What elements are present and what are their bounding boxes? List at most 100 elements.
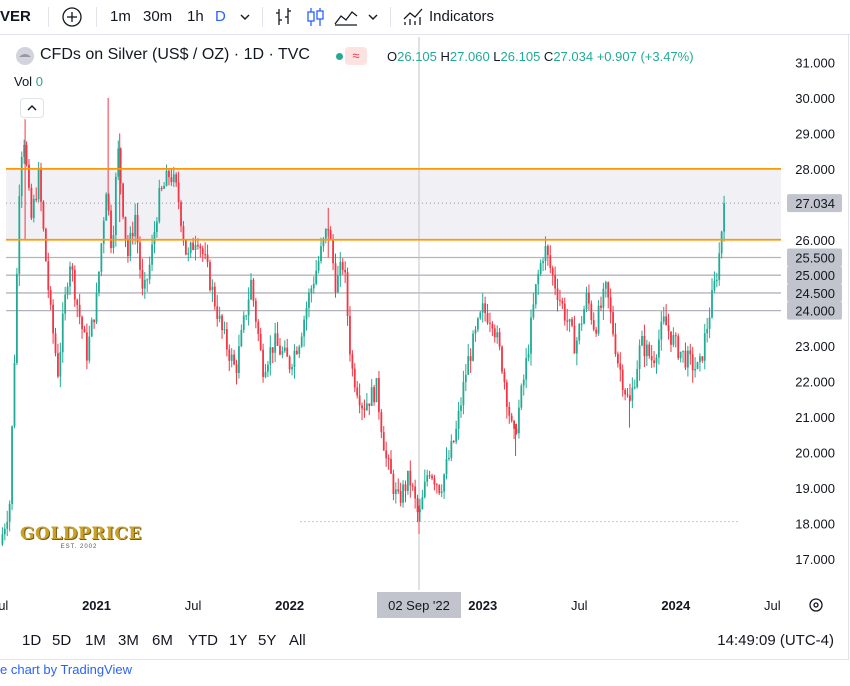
- x-tick-label: Jul: [571, 598, 588, 613]
- candle-body: [402, 484, 404, 503]
- delayed-data-badge[interactable]: ≈: [345, 47, 367, 65]
- candle-body: [373, 387, 376, 403]
- candle-body: [609, 297, 612, 313]
- y-tick-label: 30.000: [795, 91, 835, 106]
- candle-body: [119, 148, 122, 184]
- candle-body: [83, 329, 86, 333]
- volume-value: 0: [35, 74, 43, 89]
- plus-circle-icon: [62, 7, 82, 27]
- candle-body: [129, 232, 132, 257]
- market-status-dot: [336, 53, 343, 60]
- candle-body: [346, 272, 349, 317]
- close-label: C: [543, 49, 554, 64]
- candle-body: [308, 292, 310, 308]
- tradingview-attribution[interactable]: e chart by TradingView: [0, 662, 132, 677]
- logo-text: GOLDPRICE: [20, 524, 142, 544]
- range-5d-button[interactable]: 5D: [52, 632, 72, 649]
- candle-body: [691, 354, 694, 371]
- level-price-tag: 25.500: [787, 248, 842, 267]
- area-style-button[interactable]: [333, 5, 359, 29]
- candle-body: [64, 294, 67, 314]
- candle-body: [583, 309, 585, 324]
- candle-body: [57, 353, 59, 377]
- candle-body: [281, 351, 284, 355]
- level-price-tag: 25.000: [787, 266, 842, 285]
- x-tick-label: 2022: [275, 598, 304, 613]
- candle-body: [163, 185, 166, 189]
- candle-body: [406, 470, 409, 491]
- add-symbol-button[interactable]: [60, 5, 84, 29]
- candle-body: [286, 347, 289, 357]
- range-5y-button[interactable]: 5Y: [258, 632, 277, 649]
- close-value: 27.034: [553, 49, 594, 64]
- price-tag-bg: [787, 301, 842, 320]
- interval-1h[interactable]: 1h: [187, 8, 204, 25]
- candle-body: [235, 364, 238, 374]
- candle-body: [368, 403, 371, 406]
- price-tag-label: 24.000: [795, 304, 835, 319]
- candle-body: [378, 378, 380, 413]
- candle-body: [575, 340, 578, 354]
- range-1d-button[interactable]: 1D: [22, 632, 42, 649]
- candle-body: [20, 156, 23, 197]
- candle-body: [35, 198, 38, 200]
- candles-icon: [307, 8, 324, 26]
- range-ytd-button[interactable]: YTD: [188, 632, 218, 649]
- candle-body: [160, 187, 163, 189]
- range-1y-button[interactable]: 1Y: [229, 632, 248, 649]
- range-6m-button[interactable]: 6M: [152, 632, 173, 649]
- candle-body: [423, 481, 426, 498]
- clock-timezone[interactable]: 14:49:09 (UTC-4): [717, 632, 834, 649]
- candle-body: [165, 170, 168, 186]
- candle-body: [351, 354, 354, 369]
- candle-body: [527, 353, 530, 358]
- bars-style-button[interactable]: [273, 5, 295, 29]
- candle-body: [674, 335, 677, 337]
- candle-body: [73, 269, 76, 300]
- interval-30m[interactable]: 30m: [143, 8, 173, 25]
- range-3m-button[interactable]: 3M: [118, 632, 139, 649]
- candle-body: [612, 312, 614, 334]
- symbol-label[interactable]: VER: [0, 8, 31, 25]
- candle-body: [723, 203, 725, 232]
- candle-body: [295, 350, 298, 354]
- candle-body: [102, 220, 105, 244]
- range-1m-button[interactable]: 1M: [85, 632, 106, 649]
- candle-body: [254, 300, 257, 322]
- candle-body: [633, 387, 636, 389]
- candle-body: [110, 210, 112, 249]
- candle-body: [363, 408, 366, 410]
- collapse-legend-button[interactable]: [20, 98, 44, 118]
- volume-readout: Vol 0: [14, 74, 43, 89]
- candle-body: [554, 275, 557, 289]
- chart-style-dropdown[interactable]: [366, 5, 380, 29]
- candle-body: [85, 332, 88, 361]
- candle-body: [720, 231, 723, 254]
- candle-body: [40, 167, 42, 202]
- candle-body: [645, 344, 648, 357]
- candle-body: [66, 286, 69, 295]
- range-all-button[interactable]: All: [289, 632, 306, 649]
- candle-body: [95, 292, 98, 323]
- candle-body: [143, 279, 146, 289]
- candle-body: [392, 473, 395, 494]
- candle-body: [595, 329, 598, 334]
- interval-1m[interactable]: 1m: [110, 8, 131, 25]
- interval-1d[interactable]: D: [215, 8, 226, 25]
- candle-body: [139, 242, 141, 270]
- interval-dropdown[interactable]: [238, 5, 252, 29]
- settings-gear-icon[interactable]: [809, 598, 823, 612]
- candle-body: [209, 262, 211, 291]
- candle-body: [252, 279, 255, 301]
- candle-body: [315, 270, 318, 284]
- candle-body: [542, 261, 544, 264]
- candle-body: [452, 440, 455, 442]
- candle-body: [324, 228, 327, 239]
- candle-body: [532, 304, 535, 318]
- candles-style-button[interactable]: [304, 5, 326, 29]
- candle-body: [71, 266, 74, 270]
- candle-body: [238, 346, 240, 374]
- indicators-label[interactable]: Indicators: [429, 8, 495, 25]
- indicators-button[interactable]: [402, 5, 424, 29]
